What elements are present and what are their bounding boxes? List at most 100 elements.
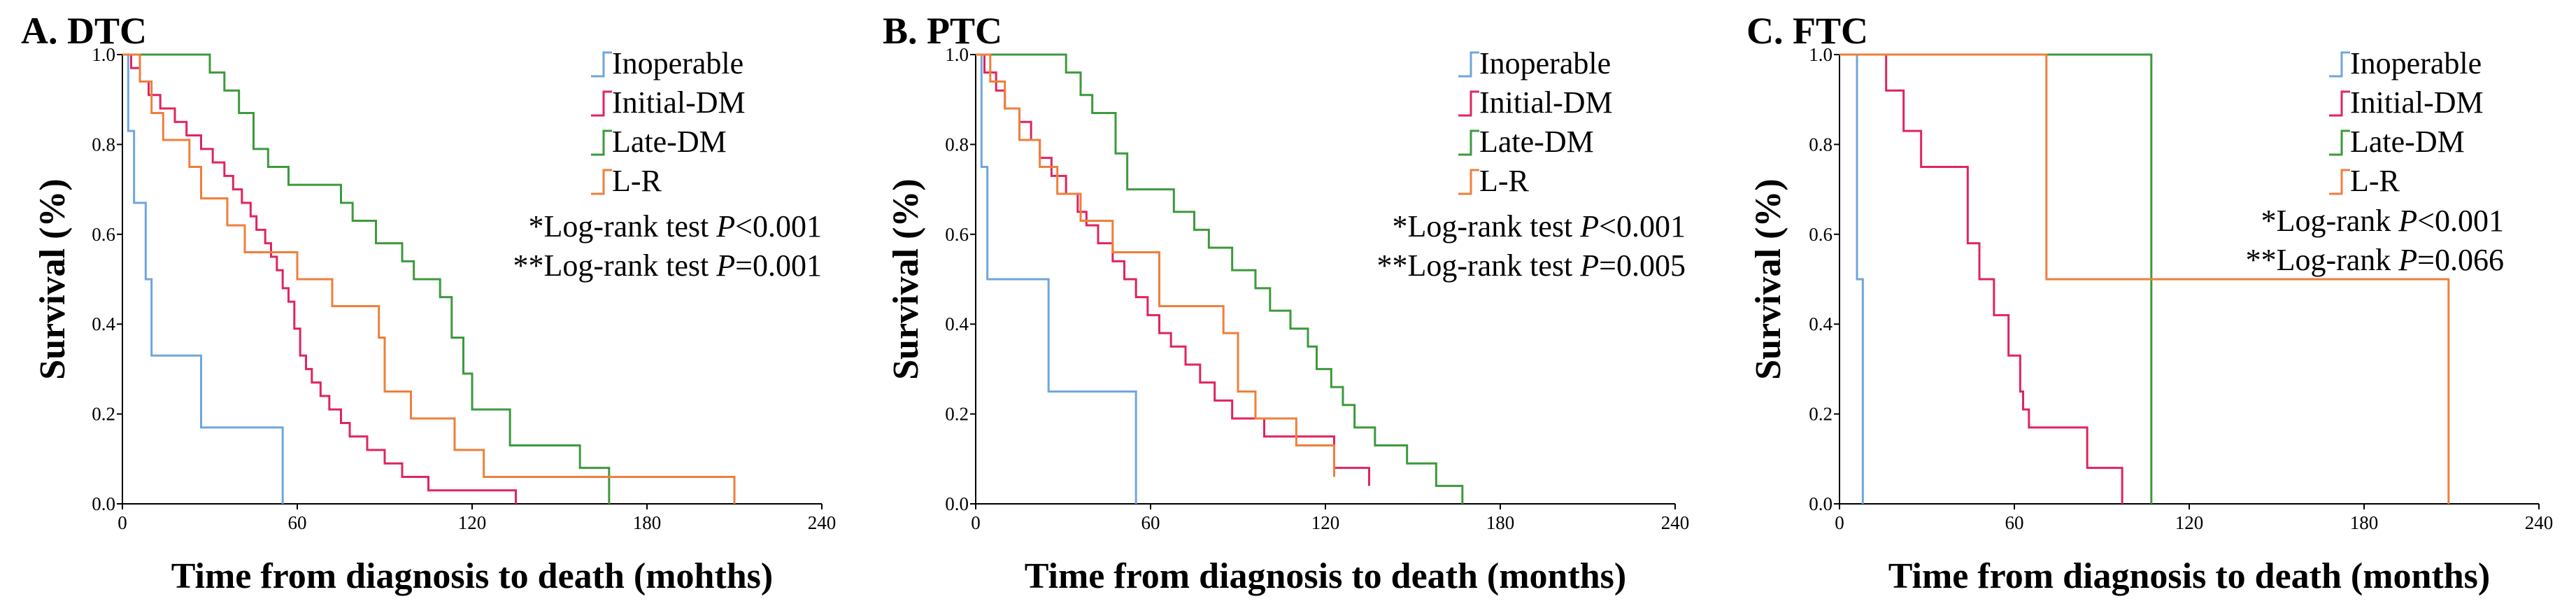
x-axis-label: Time from diagnosis to death (months) [1888,556,2490,596]
km-curve-late-dm [122,53,611,504]
y-tick-label: 0.8 [92,134,115,155]
y-tick-label: 0.4 [945,313,969,334]
chart-title: C. FTC [1746,10,1868,52]
chart-panel-3: C. FTC 0 60 120 180 240 0.0 0.2 0.4 0.6 0.8 1.0 Time… [1746,10,2553,596]
legend-label-late-dm: Late-DM [1479,125,1594,159]
km-curve-initial-dm [122,53,517,504]
p-symbol: P [716,209,735,244]
km-curve-l-r [122,53,736,504]
stat-part: *Log-rank test [528,209,716,244]
chart-panel-1: A. DTC 0 60 120 180 240 0.0 0.2 0.4 0.6 0.8 1.0 Time… [21,10,836,596]
p-symbol: P [716,248,735,283]
y-tick-label: 1.0 [92,44,115,65]
y-tick-label: 0.8 [1809,134,1833,155]
legend-label-inoperable: Inoperable [612,46,743,80]
stat-part: *Log-rank test [1392,209,1580,244]
legend-symbol-late-dm [2329,129,2350,156]
log-rank-stat-1: *Log-rank test P<0.001 [1392,209,1686,244]
y-tick-label: 0.2 [1809,404,1833,425]
x-tick-label: 180 [2350,512,2379,533]
y-tick-label: 0.4 [1809,313,1833,334]
x-tick-label: 120 [1311,512,1340,533]
km-curve-inoperable [976,53,1137,504]
km-curve-inoperable [122,53,284,504]
y-tick-label: 0.2 [945,404,969,425]
legend-label-late-dm: Late-DM [2350,125,2465,159]
x-tick-label: 60 [2005,512,2024,533]
legend-label-late-dm: Late-DM [612,125,727,159]
y-axis-label: Survival (%) [886,178,926,379]
legend-symbol-initial-dm [591,90,612,117]
legend-symbol-initial-dm [1458,90,1479,117]
km-curve-l-r [1840,53,2450,504]
legend-symbol-inoperable [2329,51,2350,78]
log-rank-stat-2: **Log-rank test P=0.001 [513,248,822,283]
x-tick-label: 180 [633,512,662,533]
x-tick-label: 0 [1835,512,1844,533]
y-tick-label: 0.6 [92,224,115,245]
chart-panel-2: B. PTC 0 60 120 180 240 0.0 0.2 0.4 0.6 0.8 1.0 Time… [883,10,1689,596]
legend-symbol-late-dm [591,129,612,156]
stat-part: **Log-rank [2246,243,2399,277]
legend-label-l-r: L-R [612,164,662,198]
x-tick-label: 180 [1486,512,1515,533]
stat-part: =0.066 [2417,243,2504,277]
log-rank-stat-1: *Log-rank test P<0.001 [528,209,822,244]
x-tick-label: 240 [808,512,837,533]
x-tick-label: 240 [1661,512,1690,533]
log-rank-stat-2: **Log-rank P=0.066 [2246,243,2504,277]
y-tick-label: 0.6 [1809,224,1833,245]
legend-label-inoperable: Inoperable [2350,46,2482,80]
y-axis-label: Survival (%) [1749,178,1788,379]
x-tick-label: 0 [971,512,981,533]
stat-part: **Log-rank test [513,248,716,283]
y-tick-label: 0.2 [92,404,115,425]
legend-symbol-l-r [591,169,612,195]
chart-title: B. PTC [883,10,1002,52]
km-curve-l-r [976,53,1335,477]
x-tick-label: 120 [2175,512,2204,533]
y-tick-label: 0.0 [945,493,969,514]
legend-label-initial-dm: Initial-DM [2350,85,2484,120]
stat-part: <0.001 [1599,209,1686,244]
legend-label-initial-dm: Initial-DM [612,85,746,120]
legend-symbol-late-dm [1458,129,1479,156]
km-curve-initial-dm [1840,53,2123,504]
legend-label-initial-dm: Initial-DM [1479,85,1613,120]
y-tick-label: 0.6 [945,224,969,245]
stat-part: =0.001 [735,248,822,283]
legend-symbol-l-r [1458,169,1479,195]
p-symbol: P [1579,209,1599,244]
log-rank-stat-1: *Log-rank P<0.001 [2261,204,2504,238]
legend-label-l-r: L-R [1479,164,1530,198]
y-tick-label: 0.0 [1809,493,1833,514]
stat-part: *Log-rank [2261,204,2399,238]
log-rank-stat-2: **Log-rank test P=0.005 [1376,248,1686,283]
chart-title: A. DTC [21,10,147,52]
km-curve-inoperable [1840,53,1864,504]
p-symbol: P [1579,248,1599,283]
legend-symbol-inoperable [1458,51,1479,78]
x-tick-label: 60 [288,512,307,533]
legend-symbol-l-r [2329,169,2350,195]
stat-part: <0.001 [735,209,822,244]
stat-part: =0.005 [1599,248,1686,283]
x-tick-label: 240 [2525,512,2554,533]
x-tick-label: 120 [458,512,487,533]
y-tick-label: 1.0 [1809,44,1833,65]
legend-symbol-inoperable [591,51,612,78]
km-curve-late-dm [976,53,1464,504]
p-symbol: P [2398,243,2417,277]
y-tick-label: 0.0 [92,493,115,514]
legend-label-inoperable: Inoperable [1479,46,1611,80]
x-tick-label: 0 [118,512,127,533]
y-tick-label: 0.4 [92,313,115,334]
legend-symbol-initial-dm [2329,90,2350,117]
y-axis-label: Survival (%) [33,178,73,379]
stat-part: **Log-rank test [1376,248,1580,283]
x-axis-label: Time from diagnosis to death (mohths) [171,556,773,596]
y-tick-label: 1.0 [945,44,969,65]
x-axis-label: Time from diagnosis to death (months) [1025,556,1626,596]
